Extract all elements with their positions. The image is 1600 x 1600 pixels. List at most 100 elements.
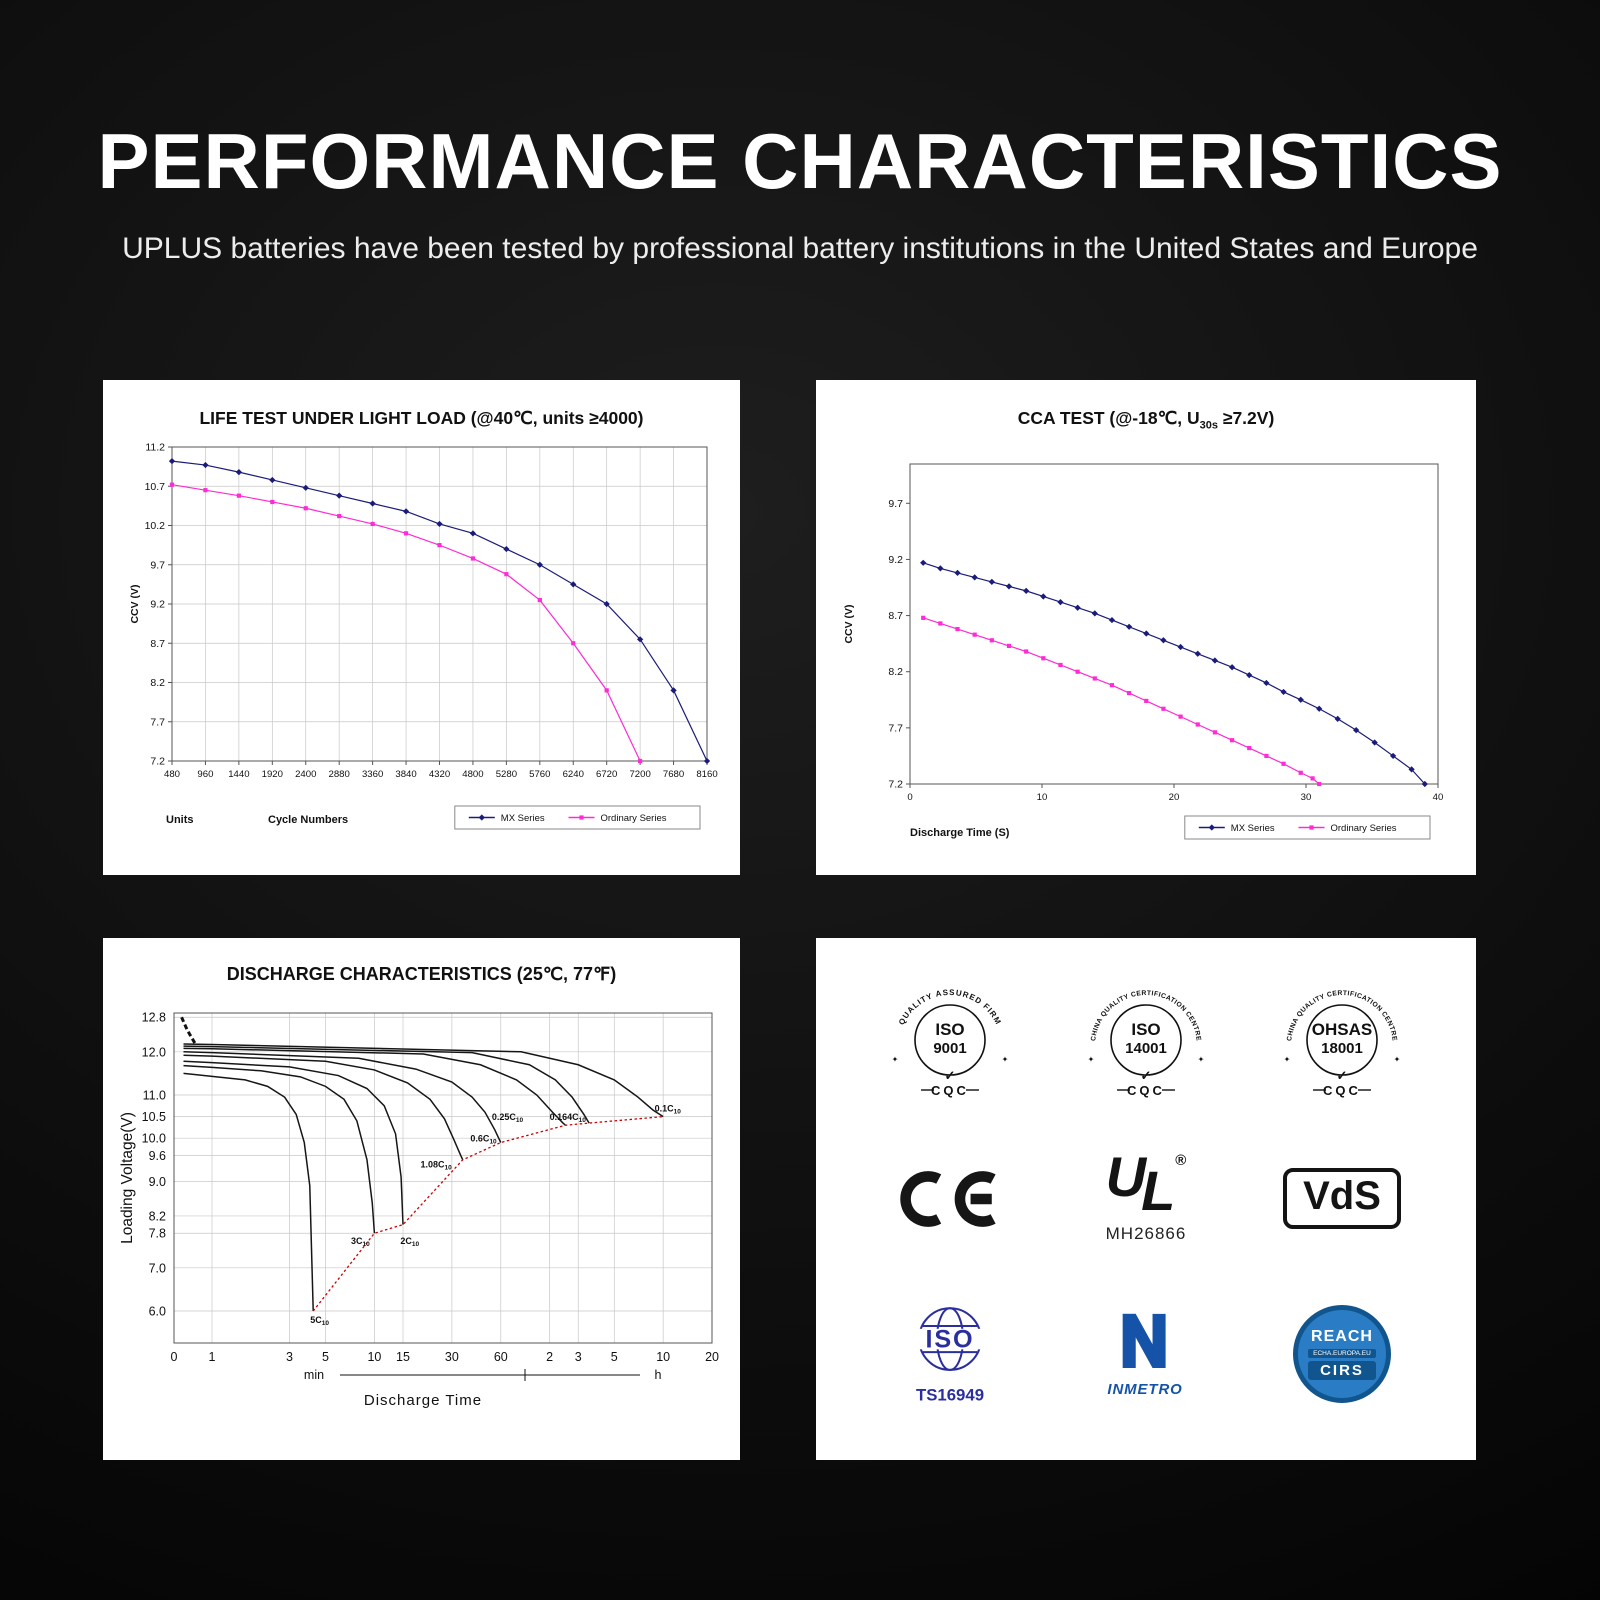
ul-file-number: MH26866 bbox=[1105, 1223, 1187, 1243]
svg-text:CCV (V): CCV (V) bbox=[129, 584, 141, 623]
check-icon: ✓ bbox=[1337, 1068, 1348, 1083]
svg-text:9.2: 9.2 bbox=[888, 553, 903, 565]
svg-text:6.0: 6.0 bbox=[148, 1305, 165, 1319]
svg-text:1: 1 bbox=[208, 1350, 215, 1364]
svg-text:8.2: 8.2 bbox=[888, 666, 903, 678]
svg-text:h: h bbox=[654, 1368, 661, 1382]
svg-text:960: 960 bbox=[197, 769, 213, 780]
curve-label-1.08C10: 1.08C10 bbox=[420, 1160, 452, 1172]
svg-text:15: 15 bbox=[396, 1350, 410, 1364]
svg-text:3: 3 bbox=[574, 1350, 581, 1364]
svg-text:10.5: 10.5 bbox=[141, 1110, 165, 1124]
ul-mark: UL® MH26866 bbox=[1105, 1149, 1187, 1243]
life-test-chart-panel: LIFE TEST UNDER LIGHT LOAD (@40℃, units … bbox=[103, 380, 740, 875]
svg-text:MX Series: MX Series bbox=[500, 813, 544, 824]
svg-text:9001: 9001 bbox=[933, 1040, 966, 1057]
svg-text:ISO: ISO bbox=[926, 1326, 975, 1354]
series-mx-series bbox=[920, 559, 1428, 787]
svg-text:7.2: 7.2 bbox=[888, 778, 903, 790]
svg-text:7.7: 7.7 bbox=[888, 722, 903, 734]
registered-icon: ® bbox=[1175, 1152, 1187, 1170]
svg-text:12.8: 12.8 bbox=[141, 1011, 165, 1025]
discharge-curve-0.6C10 bbox=[182, 1051, 501, 1143]
echa-label: ECHA.EUROPA.EU bbox=[1308, 1349, 1376, 1359]
badge-star-icon: ✦ bbox=[1088, 1055, 1095, 1064]
curve-label-2C10: 2C10 bbox=[400, 1236, 419, 1248]
svg-text:5: 5 bbox=[610, 1350, 617, 1364]
badge-star-icon: ✦ bbox=[1198, 1055, 1205, 1064]
life-test-chart-title: LIFE TEST UNDER LIGHT LOAD (@40℃, units … bbox=[103, 380, 740, 429]
svg-text:5: 5 bbox=[322, 1350, 329, 1364]
svg-text:Discharge Time (S): Discharge Time (S) bbox=[910, 827, 1010, 839]
svg-text:10.2: 10.2 bbox=[144, 520, 165, 532]
svg-text:7200: 7200 bbox=[629, 769, 650, 780]
svg-text:3: 3 bbox=[286, 1350, 293, 1364]
svg-text:10: 10 bbox=[656, 1350, 670, 1364]
svg-text:5760: 5760 bbox=[529, 769, 550, 780]
svg-text:CQC: CQC bbox=[1127, 1083, 1165, 1098]
svg-text:10.0: 10.0 bbox=[141, 1132, 165, 1146]
svg-text:ISO: ISO bbox=[1131, 1020, 1160, 1039]
badge-star-icon: ✦ bbox=[1394, 1055, 1401, 1064]
svg-text:10: 10 bbox=[1037, 792, 1048, 803]
svg-text:7.7: 7.7 bbox=[150, 716, 165, 728]
svg-text:9.6: 9.6 bbox=[148, 1149, 165, 1163]
svg-text:10.7: 10.7 bbox=[144, 481, 165, 493]
iso-14001-cqc-badge: CHINA QUALITY CERTIFICATION CENTRE ✦ ✦ I… bbox=[1088, 990, 1205, 1098]
cca-title-pre: CCA TEST (@-18℃, U bbox=[1017, 408, 1200, 428]
certifications-panel: QUALITY ASSURED FIRM ✦ ✦ ISO 9001 ✓ CQC … bbox=[816, 938, 1476, 1460]
svg-text:14001: 14001 bbox=[1125, 1040, 1167, 1057]
life-test-chart: 7.2 7.7 8.2 8.7 9.2 9.7 10.2 10.7 11.2 480 960 1440… bbox=[129, 442, 717, 830]
svg-text:Units: Units bbox=[166, 814, 194, 826]
iso-ts16949-mark: ISO TS16949 bbox=[914, 1307, 986, 1405]
ohsas-18001-cqc-badge: CHINA QUALITY CERTIFICATION CENTRE ✦ ✦ O… bbox=[1284, 990, 1401, 1098]
discharge-curve-0.25C10 bbox=[182, 1047, 566, 1126]
svg-text:2400: 2400 bbox=[295, 769, 316, 780]
discharge-chart: 12.8 12.0 11.0 10.5 10.0 9.6 9.0 8.2 7.8 7.0 6.0 0 1… bbox=[119, 1011, 719, 1409]
ce-mark: CE bbox=[900, 1171, 996, 1227]
svg-text:5280: 5280 bbox=[495, 769, 516, 780]
page-title: PERFORMANCE CHARACTERISTICS bbox=[97, 117, 1503, 205]
svg-text:6720: 6720 bbox=[596, 769, 617, 780]
svg-text:2880: 2880 bbox=[328, 769, 349, 780]
svg-text:min: min bbox=[303, 1368, 323, 1382]
svg-text:7.0: 7.0 bbox=[148, 1261, 165, 1275]
discharge-characteristics-panel: DISCHARGE CHARACTERISTICS (25℃, 77℉) 12.… bbox=[103, 938, 740, 1460]
svg-text:12.0: 12.0 bbox=[141, 1045, 165, 1059]
cutoff-envelope-line bbox=[312, 1115, 663, 1312]
svg-text:7.8: 7.8 bbox=[148, 1227, 165, 1241]
iso-9001-cqc-badge: QUALITY ASSURED FIRM ✦ ✦ ISO 9001 ✓ CQC bbox=[892, 988, 1009, 1098]
curve-label-0.164C10: 0.164C10 bbox=[549, 1112, 586, 1124]
cca-test-chart-title: CCA TEST (@-18℃, U30s ≥7.2V) bbox=[816, 380, 1476, 432]
inmetro-mark: INMETRO bbox=[1107, 1314, 1182, 1398]
discharge-curve-5C10 bbox=[182, 1072, 314, 1312]
curve-label-0.25C10: 0.25C10 bbox=[491, 1112, 523, 1124]
svg-text:10: 10 bbox=[367, 1350, 381, 1364]
cca-test-chart: 7.2 7.7 8.2 8.7 9.2 9.7 0 10 20 30 40 CCV (V) Discha… bbox=[843, 463, 1444, 839]
badge-star-icon: ✦ bbox=[892, 1055, 899, 1064]
svg-text:20: 20 bbox=[1169, 792, 1180, 803]
cca-test-chart-panel: CCA TEST (@-18℃, U30s ≥7.2V) 7.2 7.7 8.2 8.… bbox=[816, 380, 1476, 875]
svg-text:OHSAS: OHSAS bbox=[1312, 1020, 1372, 1039]
svg-text:40: 40 bbox=[1433, 792, 1444, 803]
check-icon: ✓ bbox=[1141, 1068, 1152, 1083]
svg-text:30: 30 bbox=[1301, 792, 1312, 803]
svg-text:480: 480 bbox=[163, 769, 179, 780]
svg-text:60: 60 bbox=[493, 1350, 507, 1364]
svg-text:11.0: 11.0 bbox=[142, 1089, 165, 1103]
svg-text:20: 20 bbox=[705, 1350, 719, 1364]
svg-text:1920: 1920 bbox=[261, 769, 282, 780]
curve-label-0.6C10: 0.6C10 bbox=[470, 1134, 497, 1146]
svg-text:CQC: CQC bbox=[1323, 1083, 1361, 1098]
discharge-curve-0.164C10 bbox=[182, 1045, 590, 1124]
svg-text:18001: 18001 bbox=[1321, 1040, 1363, 1057]
svg-text:1440: 1440 bbox=[228, 769, 249, 780]
page-subtitle: UPLUS batteries have been tested by prof… bbox=[122, 232, 1478, 265]
svg-text:CQC: CQC bbox=[931, 1083, 969, 1098]
svg-text:6240: 6240 bbox=[562, 769, 583, 780]
svg-text:Ordinary Series: Ordinary Series bbox=[600, 813, 666, 824]
discharge-title-text: DISCHARGE CHARACTERISTICS (25℃, 77℉) bbox=[226, 964, 617, 984]
reach-cirs-mark: REACH ECHA.EUROPA.EU CIRS bbox=[1293, 1305, 1391, 1404]
curve-label-5C10: 5C10 bbox=[310, 1315, 329, 1327]
